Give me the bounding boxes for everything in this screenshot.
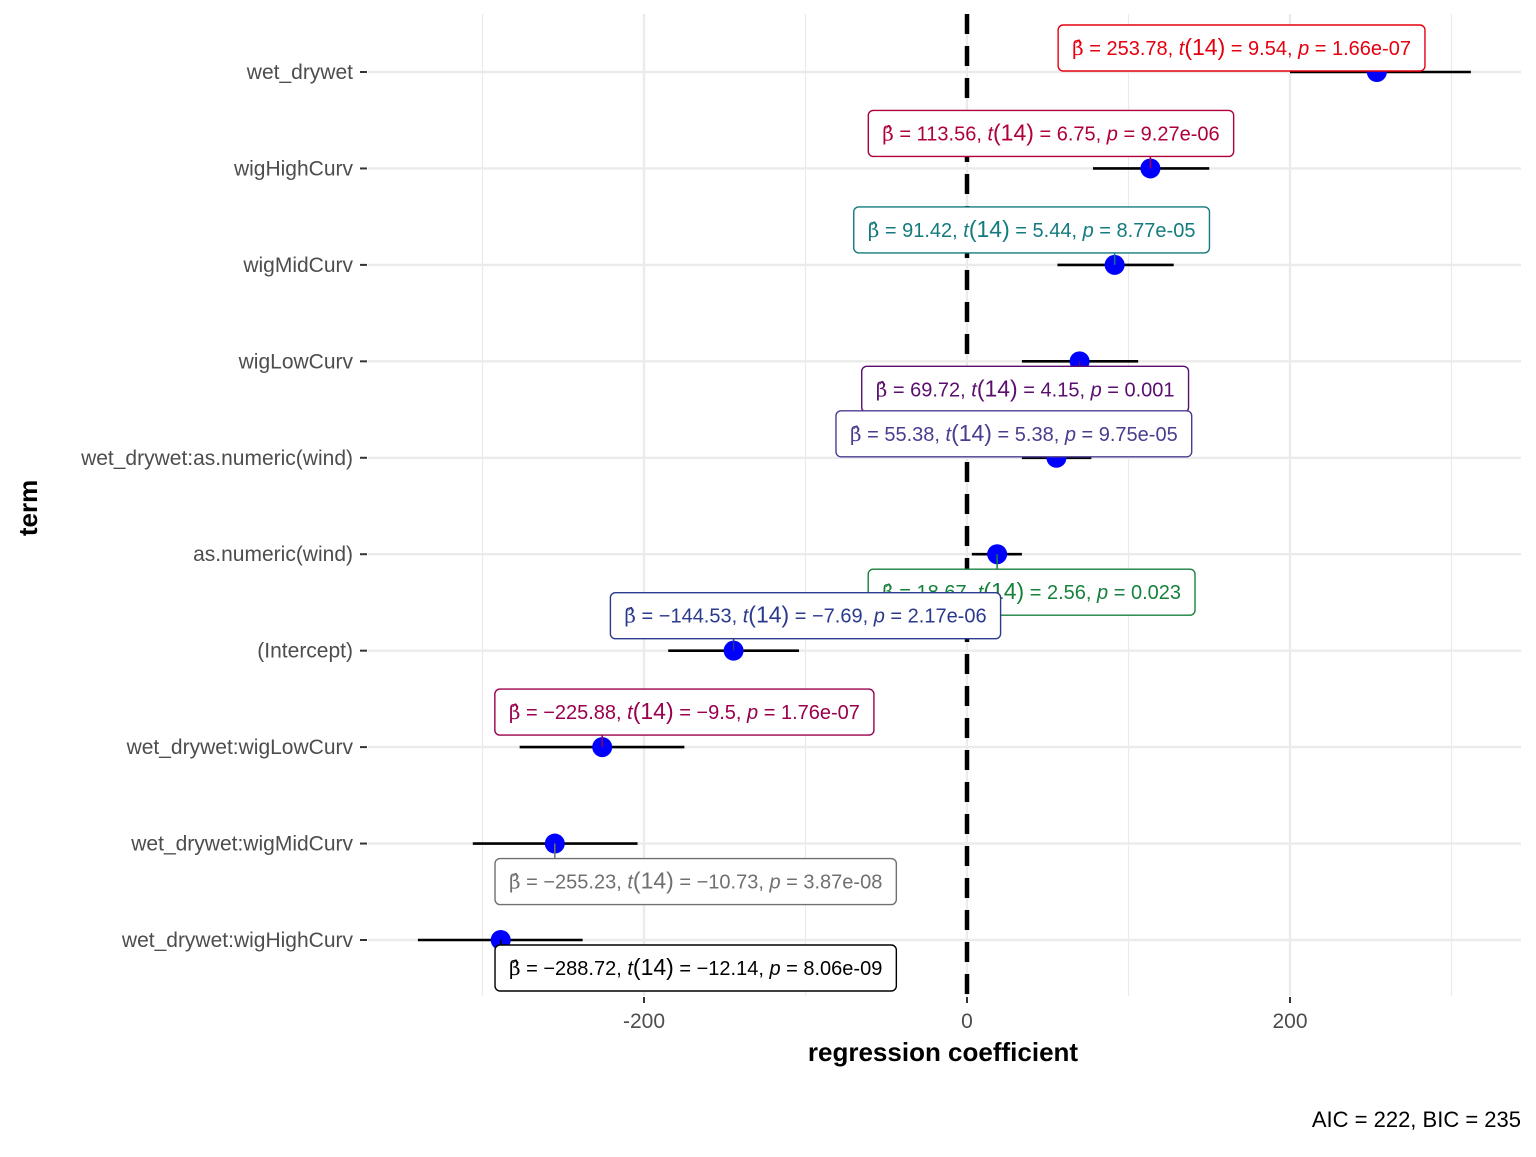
- y-tick-label: wigLowCurv: [238, 350, 354, 373]
- y-tick-label: wet_drywet:wigLowCurv: [126, 736, 354, 759]
- axis-layer: wet_drywet wigHighCurv wigMidCurv wigLowCur…: [80, 61, 1307, 1033]
- grid-layer: [368, 14, 1521, 996]
- stat-label: β̂ = 55.38, t(14) = 5.38, p = 9.75e-05: [835, 410, 1193, 458]
- label-text: β̂ = 55.38, t(14) = 5.38, p = 9.75e-05: [850, 420, 1178, 446]
- stat-label: β̂ = 113.56, t(14) = 6.75, p = 9.27e-06: [867, 109, 1235, 169]
- label-box: [1057, 24, 1426, 72]
- label-box: [609, 591, 1002, 640]
- error-bar-layer: [417, 70, 1471, 942]
- y-tick-label: wigMidCurv: [242, 254, 353, 277]
- label-text: β̂ = −225.88, t(14) = −9.5, p = 1.76e-07: [509, 698, 860, 724]
- y-tick-label: wet_drywet:wigHighCurv: [121, 929, 354, 952]
- x-axis-title: regression coefficient: [808, 1037, 1079, 1067]
- caption: AIC = 222, BIC = 235: [1312, 1107, 1521, 1132]
- stat-label: β̂ = 91.42, t(14) = 5.44, p = 8.77e-05: [853, 206, 1211, 265]
- label-text: β̂ = 91.42, t(14) = 5.44, p = 8.77e-05: [868, 216, 1196, 242]
- label-text: β̂ = 113.56, t(14) = 6.75, p = 9.27e-06: [882, 119, 1219, 145]
- stat-label: β̂ = 253.78, t(14) = 9.54, p = 1.66e-07: [1057, 24, 1426, 72]
- x-tick-label: -200: [623, 1010, 665, 1033]
- stat-label: β̂ = 69.72, t(14) = 4.15, p = 0.001: [861, 361, 1190, 414]
- stat-label: β̂ = −144.53, t(14) = −7.69, p = 2.17e-0…: [609, 591, 1002, 651]
- label-box: [494, 944, 898, 992]
- point-layer: [490, 62, 1387, 950]
- stat-label: β̂ = −225.88, t(14) = −9.5, p = 1.76e-07: [494, 688, 875, 748]
- y-tick-label: wet_drywet: [246, 61, 353, 84]
- y-tick-label: (Intercept): [257, 640, 353, 663]
- x-tick-label: 200: [1272, 1010, 1307, 1033]
- x-tick-label: 0: [961, 1010, 973, 1033]
- label-text: β̂ = −255.23, t(14) = −10.73, p = 3.87e-…: [509, 868, 882, 894]
- label-layer: β̂ = 253.78, t(14) = 9.54, p = 1.66e-07 β…: [494, 24, 1426, 992]
- label-text: β̂ = −288.72, t(14) = −12.14, p = 8.06e-…: [509, 954, 882, 980]
- label-box: [835, 410, 1193, 458]
- y-tick-label: wet_drywet:as.numeric(wind): [80, 447, 353, 470]
- y-axis-title: term: [13, 480, 43, 536]
- label-text: β̂ = 253.78, t(14) = 9.54, p = 1.66e-07: [1072, 34, 1411, 60]
- y-tick-label: wet_drywet:wigMidCurv: [130, 833, 353, 856]
- label-box: [853, 206, 1211, 254]
- label-box: [494, 857, 898, 906]
- label-box: [494, 688, 875, 736]
- stat-label: β̂ = −255.23, t(14) = −10.73, p = 3.87e-…: [494, 843, 898, 906]
- label-box: [867, 109, 1235, 158]
- label-text: β̂ = −144.53, t(14) = −7.69, p = 2.17e-0…: [624, 602, 986, 628]
- y-tick-label: as.numeric(wind): [193, 543, 353, 566]
- stat-label: β̂ = −288.72, t(14) = −12.14, p = 8.06e-…: [494, 940, 898, 992]
- label-text: β̂ = 69.72, t(14) = 4.15, p = 0.001: [876, 375, 1175, 401]
- y-tick-label: wigHighCurv: [233, 157, 354, 180]
